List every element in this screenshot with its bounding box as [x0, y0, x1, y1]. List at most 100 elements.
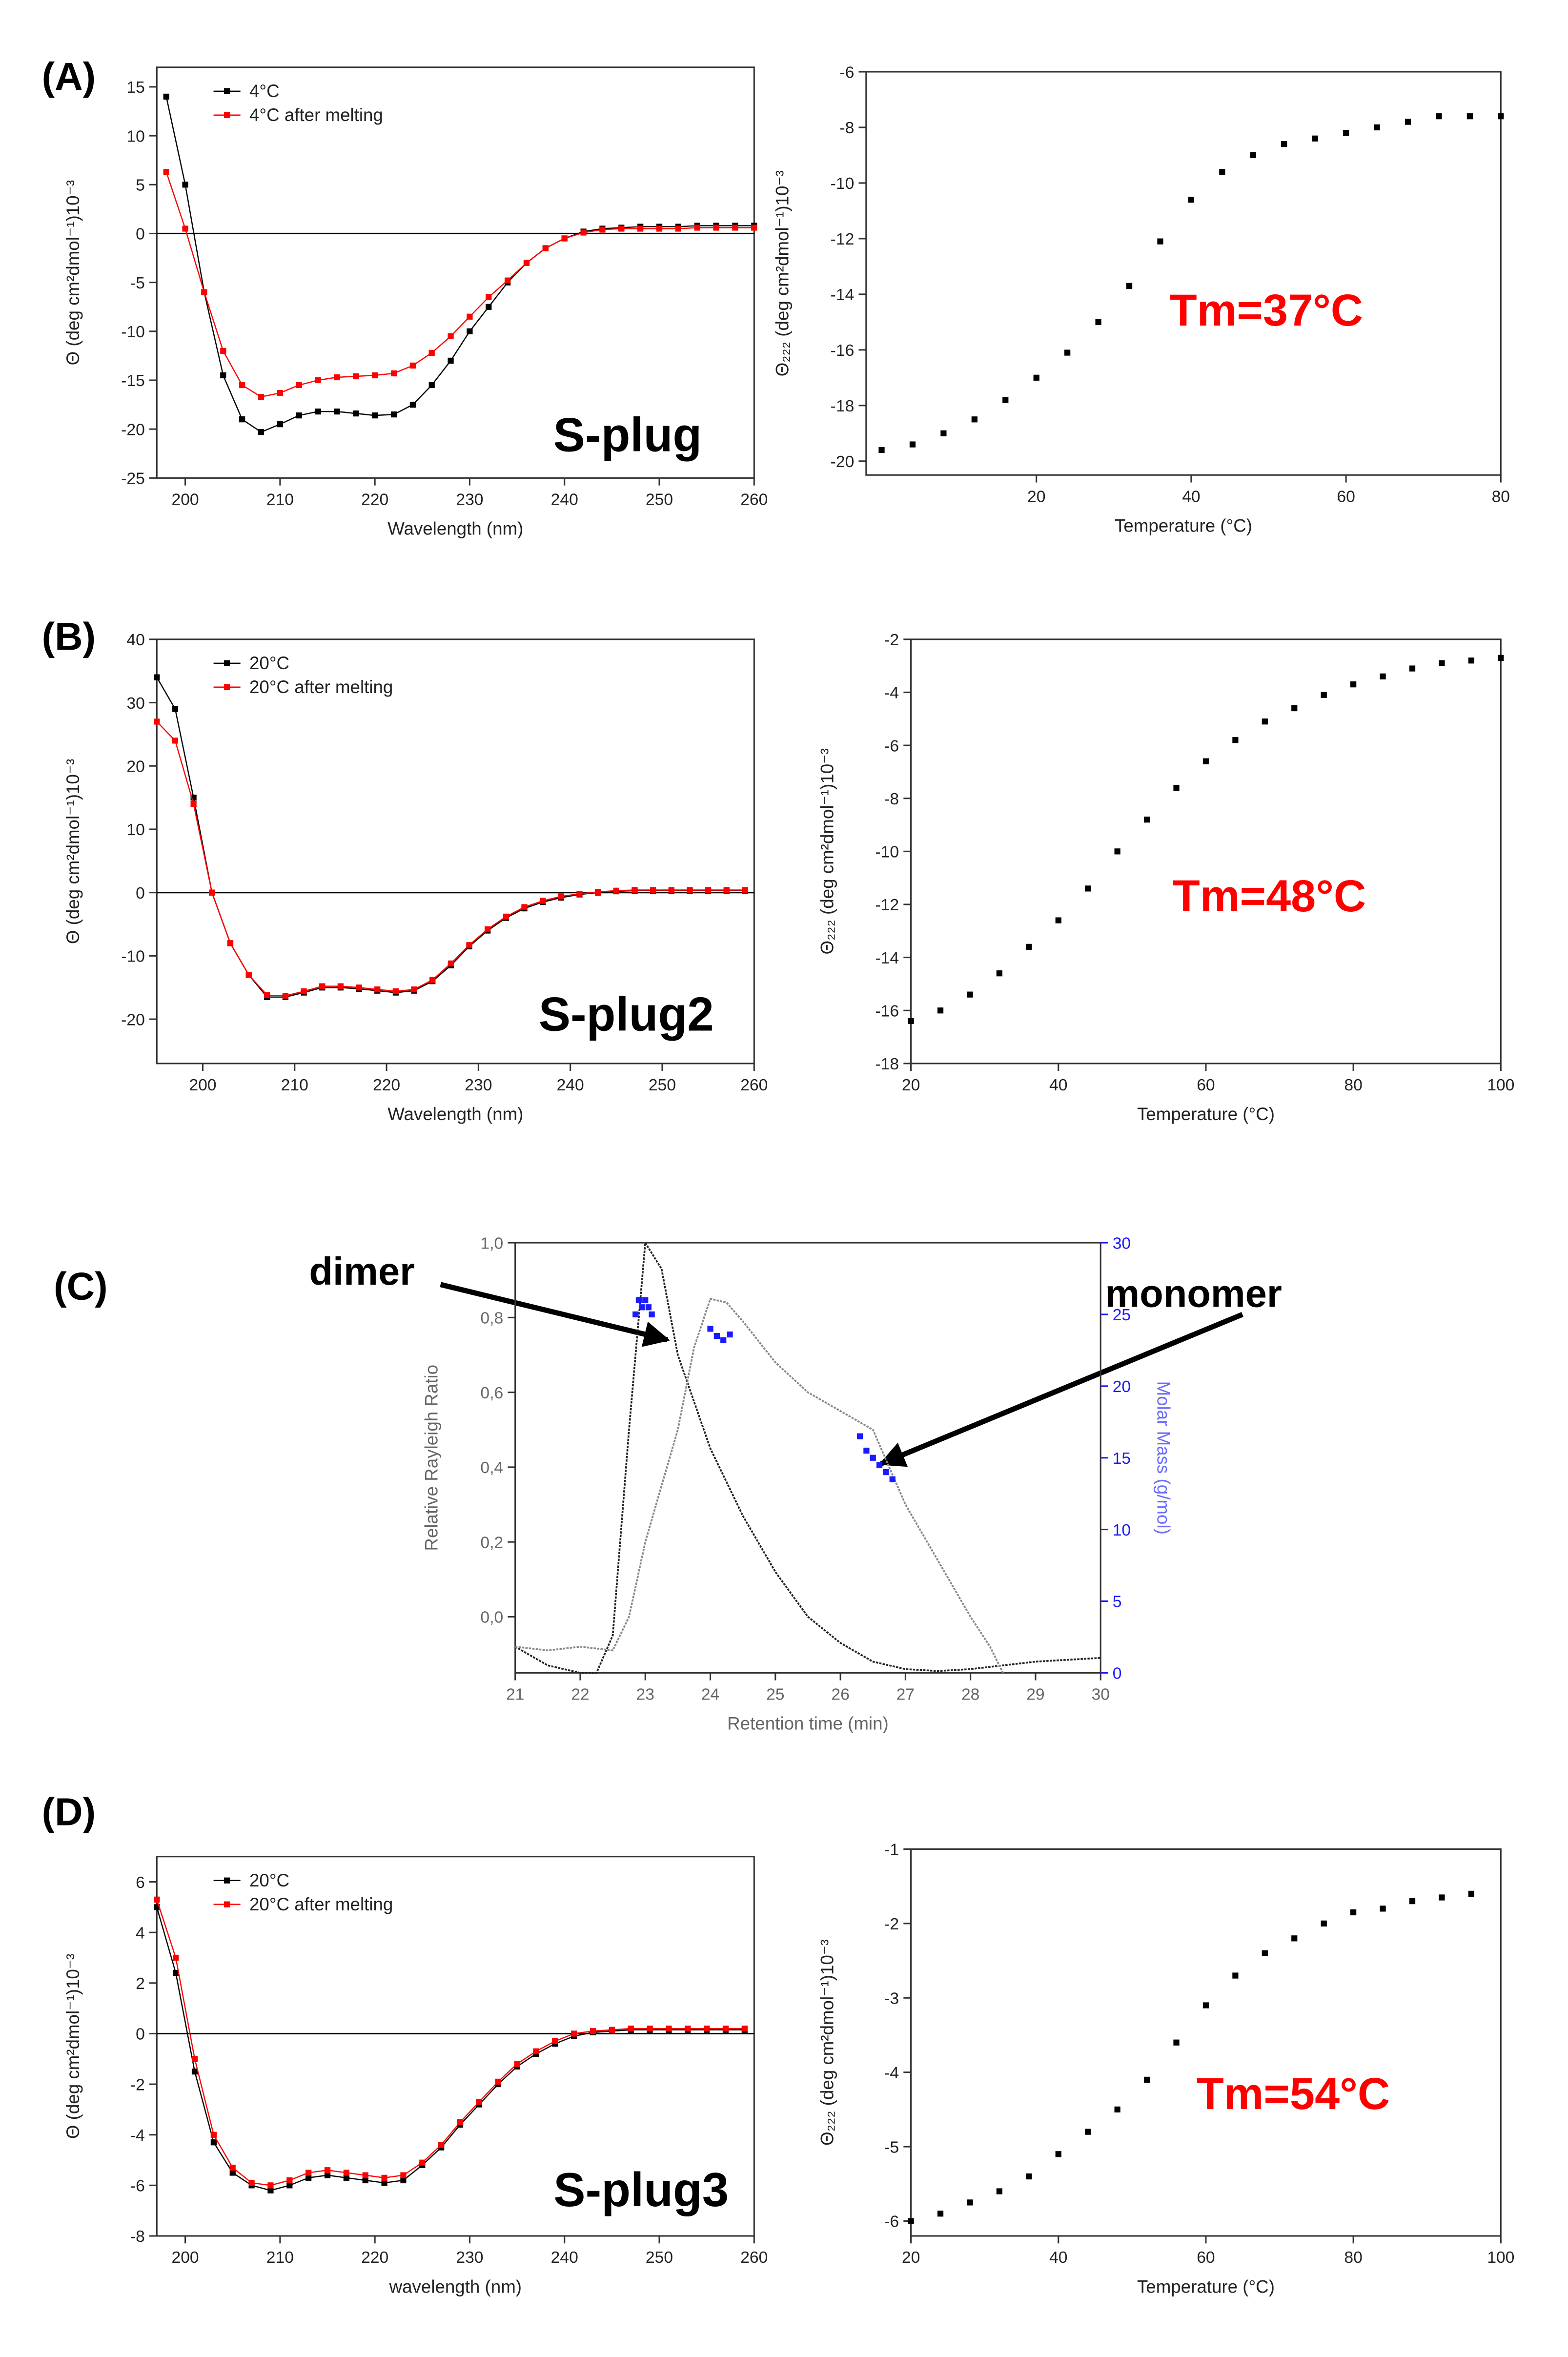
data-point	[1095, 319, 1101, 325]
data-point	[675, 225, 681, 232]
x-axis-label: Temperature (°C)	[1137, 1104, 1275, 1124]
x-axis-label: Retention time (min)	[727, 1714, 889, 1734]
annotation: monomer	[1105, 1272, 1282, 1315]
data-point	[282, 992, 289, 999]
panel-label: (C)	[54, 1264, 107, 1308]
data-point	[967, 991, 973, 998]
data-point	[908, 1018, 914, 1025]
y-tick-label: -12	[875, 896, 899, 914]
data-point	[705, 887, 712, 893]
data-point	[505, 277, 511, 284]
y-tick-label: -6	[839, 63, 854, 82]
data-point	[580, 229, 587, 236]
data-point	[645, 1304, 652, 1311]
data-point	[727, 1331, 733, 1338]
data-point	[631, 887, 638, 893]
x-tick-label: 28	[961, 1685, 979, 1703]
x-axis-label: wavelength (nm)	[389, 2276, 522, 2296]
data-point	[1055, 917, 1061, 923]
data-point	[971, 416, 977, 423]
y-tick-label: 30	[126, 695, 144, 713]
data-point	[650, 887, 656, 893]
data-point	[201, 289, 207, 295]
data-point	[937, 2211, 944, 2217]
data-point	[220, 372, 226, 379]
data-point	[1468, 657, 1474, 664]
data-point	[392, 988, 399, 995]
data-point	[248, 2180, 255, 2186]
data-point	[909, 441, 916, 448]
data-point	[1033, 374, 1039, 381]
x-tick-label: 60	[1197, 1076, 1215, 1094]
data-point	[466, 942, 472, 948]
y-tick-label: -20	[831, 453, 855, 471]
data-point	[878, 447, 885, 453]
data-point	[209, 889, 215, 896]
data-point	[1405, 119, 1411, 125]
y2-tick-label: 25	[1113, 1306, 1131, 1324]
data-point	[609, 2027, 615, 2033]
data-point	[967, 2199, 973, 2206]
y-tick-label: 15	[126, 79, 144, 97]
x-tick-label: 100	[1487, 1076, 1514, 1094]
x-tick-label: 220	[361, 491, 388, 509]
data-point	[163, 169, 169, 175]
y-tick-label: -14	[875, 949, 899, 967]
data-point	[599, 226, 606, 233]
data-point	[210, 2139, 217, 2146]
data-point	[1157, 238, 1163, 245]
series-line	[514, 1240, 1101, 1674]
y-tick-label: 1,0	[480, 1234, 503, 1252]
x-tick-label: 30	[1092, 1685, 1110, 1703]
y2-tick-label: 0	[1113, 1665, 1122, 1683]
legend-label: 4°C after melting	[249, 105, 383, 125]
data-point	[1188, 197, 1195, 203]
y-tick-label: 0,2	[480, 1534, 503, 1552]
data-point	[937, 1007, 944, 1014]
data-point	[374, 986, 381, 993]
data-point	[356, 984, 362, 991]
data-point	[1219, 169, 1225, 175]
data-point	[239, 382, 245, 389]
data-point	[558, 893, 564, 900]
y-tick-label: 0	[136, 884, 145, 902]
y-tick-label: -20	[121, 421, 145, 439]
panel-label: (B)	[42, 615, 96, 658]
data-point	[639, 1304, 645, 1311]
data-point	[1202, 758, 1209, 764]
x-tick-label: 20	[902, 1076, 920, 1094]
x-tick-label: 260	[740, 491, 768, 509]
legend-marker	[224, 684, 230, 690]
data-point	[571, 2030, 577, 2037]
data-point	[486, 304, 492, 310]
y-tick-label: -14	[831, 286, 855, 304]
data-point	[722, 2025, 729, 2032]
data-point	[751, 225, 757, 231]
plot-frame	[156, 1856, 755, 2237]
plot-frame	[156, 638, 755, 1065]
data-point	[940, 430, 947, 436]
x-tick-label: 60	[1197, 2249, 1215, 2267]
x-tick-label: 200	[172, 2249, 199, 2267]
annotation: Tm=48°C	[1173, 871, 1366, 921]
y-tick-label: 5	[136, 177, 145, 195]
y-tick-label: -4	[884, 2064, 899, 2082]
data-point	[713, 225, 719, 231]
data-point	[1126, 283, 1133, 289]
data-point	[324, 2172, 331, 2178]
x-tick-label: 29	[1026, 1685, 1044, 1703]
legend-label: 20°C after melting	[249, 1894, 393, 1914]
panel-label: (A)	[42, 55, 96, 98]
data-point	[1409, 1898, 1416, 1905]
y-tick-label: -6	[884, 737, 899, 755]
y-tick-label: -10	[831, 175, 855, 193]
x-tick-label: 80	[1344, 1076, 1362, 1094]
data-point	[1262, 1950, 1268, 1956]
data-point	[1143, 2076, 1150, 2083]
y2-tick-label: 10	[1113, 1521, 1131, 1539]
series-line	[156, 1907, 745, 2191]
data-point	[687, 887, 693, 893]
data-point	[343, 2170, 349, 2176]
data-point	[438, 2142, 445, 2148]
x-tick-label: 40	[1182, 488, 1200, 506]
